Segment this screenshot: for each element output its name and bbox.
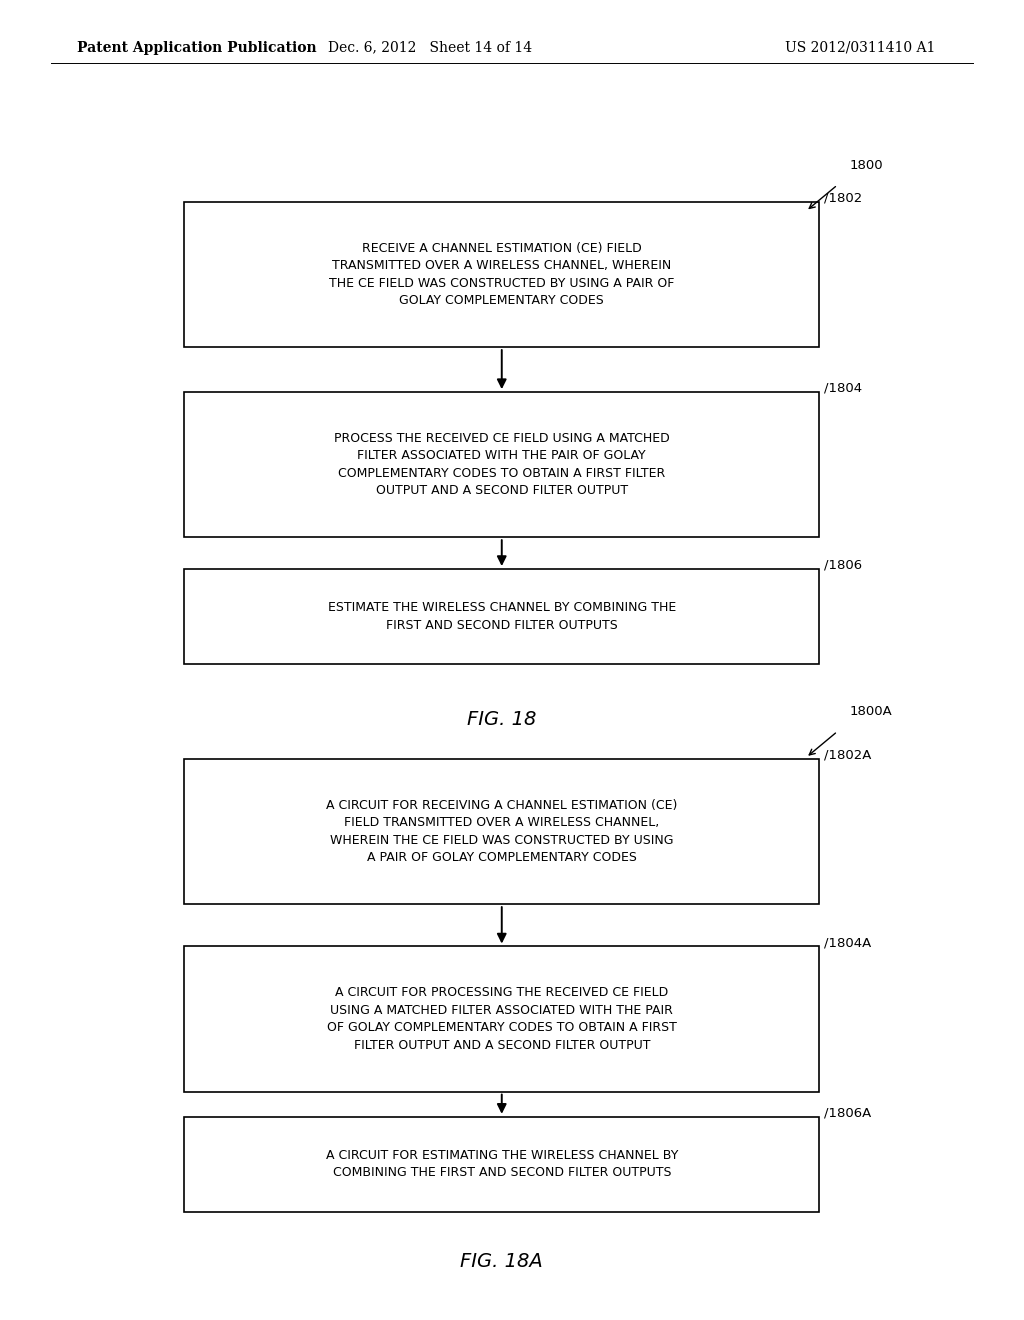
Text: A CIRCUIT FOR PROCESSING THE RECEIVED CE FIELD
USING A MATCHED FILTER ASSOCIATED: A CIRCUIT FOR PROCESSING THE RECEIVED CE… — [327, 986, 677, 1052]
Text: FIG. 18A: FIG. 18A — [461, 1253, 543, 1271]
Bar — [184, 569, 819, 664]
Text: /1802: /1802 — [824, 191, 862, 205]
Text: FIG. 18: FIG. 18 — [467, 710, 537, 729]
Bar — [184, 202, 819, 347]
Bar — [184, 1117, 819, 1212]
Text: 1800A: 1800A — [850, 705, 893, 718]
Text: /1806A: /1806A — [824, 1106, 871, 1119]
Text: US 2012/0311410 A1: US 2012/0311410 A1 — [785, 41, 935, 54]
Bar — [184, 392, 819, 537]
Text: RECEIVE A CHANNEL ESTIMATION (CE) FIELD
TRANSMITTED OVER A WIRELESS CHANNEL, WHE: RECEIVE A CHANNEL ESTIMATION (CE) FIELD … — [329, 242, 675, 308]
Text: ESTIMATE THE WIRELESS CHANNEL BY COMBINING THE
FIRST AND SECOND FILTER OUTPUTS: ESTIMATE THE WIRELESS CHANNEL BY COMBINI… — [328, 601, 676, 632]
Text: /1804: /1804 — [824, 381, 862, 395]
Bar — [184, 946, 819, 1092]
Text: A CIRCUIT FOR RECEIVING A CHANNEL ESTIMATION (CE)
FIELD TRANSMITTED OVER A WIREL: A CIRCUIT FOR RECEIVING A CHANNEL ESTIMA… — [326, 799, 678, 865]
Text: /1802A: /1802A — [824, 748, 871, 762]
Text: /1806: /1806 — [824, 558, 862, 572]
Text: Dec. 6, 2012   Sheet 14 of 14: Dec. 6, 2012 Sheet 14 of 14 — [328, 41, 532, 54]
Text: Patent Application Publication: Patent Application Publication — [77, 41, 316, 54]
Text: /1804A: /1804A — [824, 936, 871, 949]
Text: A CIRCUIT FOR ESTIMATING THE WIRELESS CHANNEL BY
COMBINING THE FIRST AND SECOND : A CIRCUIT FOR ESTIMATING THE WIRELESS CH… — [326, 1148, 678, 1180]
Text: PROCESS THE RECEIVED CE FIELD USING A MATCHED
FILTER ASSOCIATED WITH THE PAIR OF: PROCESS THE RECEIVED CE FIELD USING A MA… — [334, 432, 670, 498]
Bar — [184, 759, 819, 904]
Text: 1800: 1800 — [850, 158, 884, 172]
